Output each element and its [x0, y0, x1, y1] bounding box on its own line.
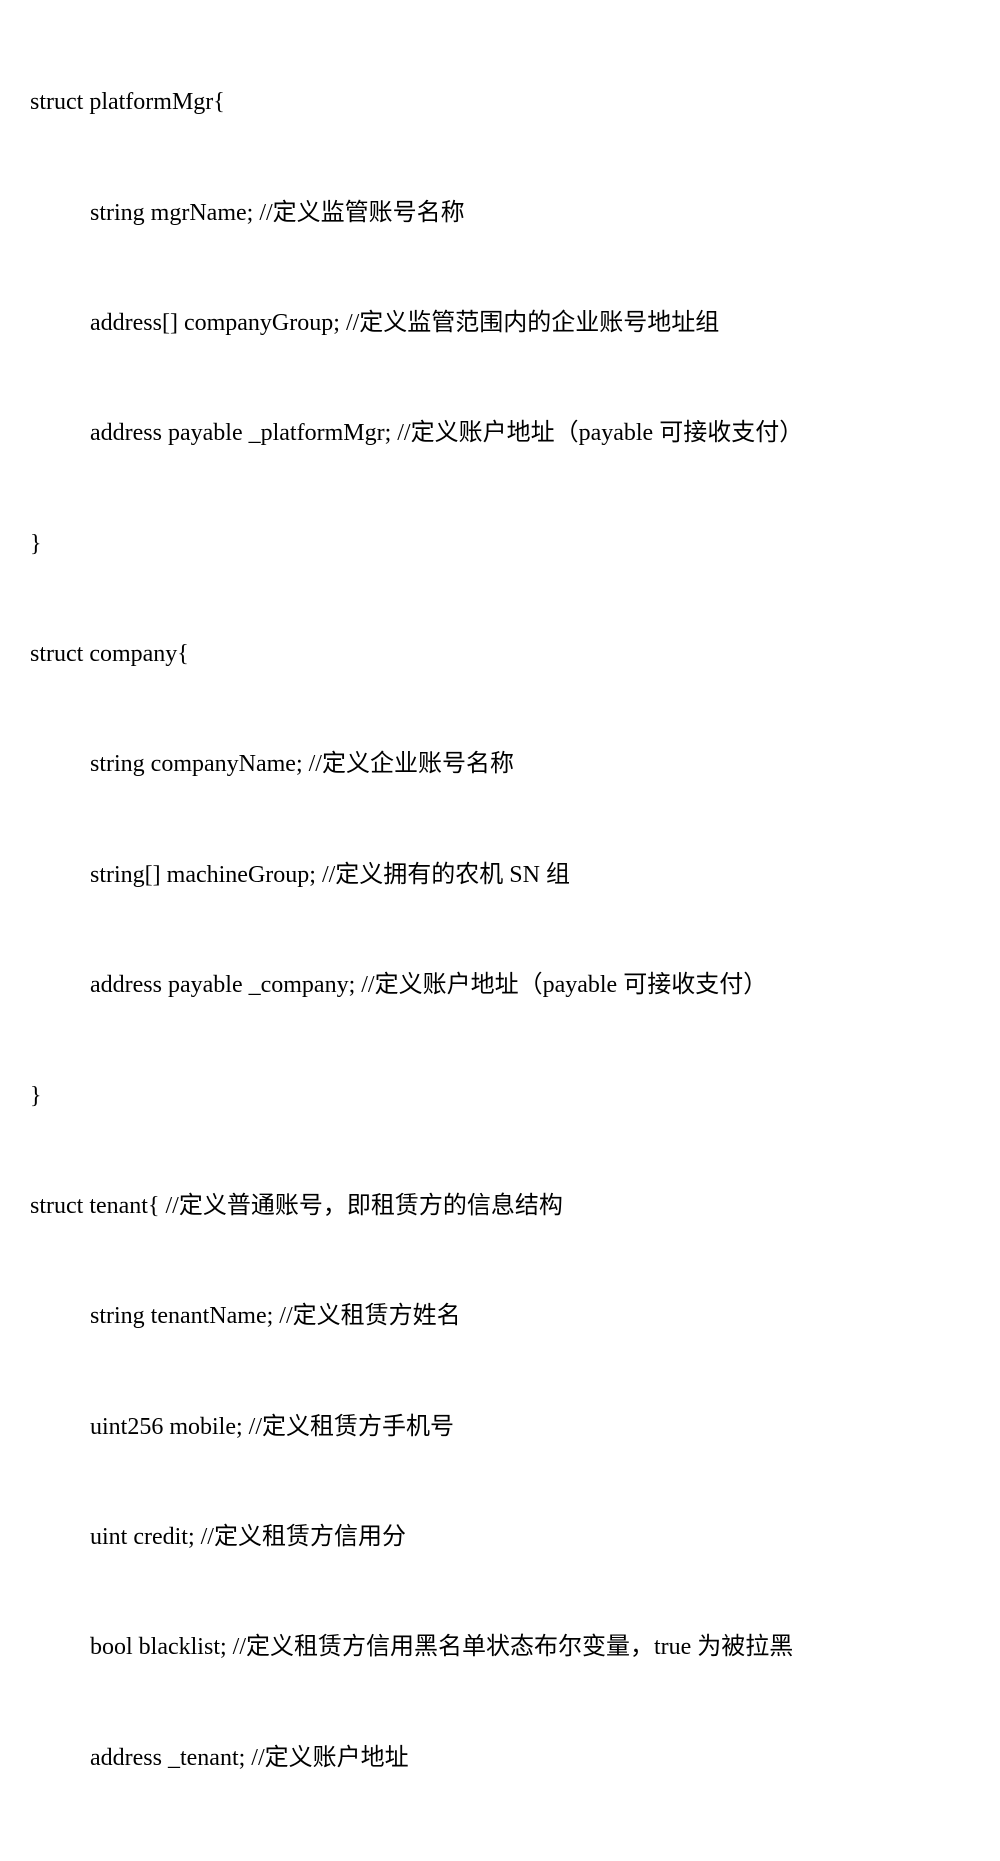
struct-close: } — [30, 1069, 970, 1124]
code-segment: address payable _company; — [90, 972, 361, 998]
code-line: string mgrName; //定义监管账号名称 — [30, 186, 970, 241]
code-comment: //定义企业账号名称 — [309, 751, 514, 777]
code-comment: //定义租赁方信用分 — [201, 1524, 406, 1550]
code-segment: string[] machineGroup; — [90, 862, 322, 888]
code-line: string[] machineGroup; //定义拥有的农机 SN 组 — [30, 848, 970, 903]
code-segment: address payable _platformMgr; — [90, 420, 397, 446]
code-line: string tenantName; //定义租赁方姓名 — [30, 1289, 970, 1344]
code-line: address _tenant; //定义账户地址 — [30, 1731, 970, 1786]
code-segment: string mgrName; — [90, 200, 259, 226]
code-segment: struct tenant{ — [30, 1193, 165, 1219]
struct-close: } — [30, 517, 970, 572]
code-segment: uint256 mobile; — [90, 1414, 249, 1440]
code-line: bool blacklist; //定义租赁方信用黑名单状态布尔变量，true … — [30, 1620, 970, 1675]
code-line: address[] companyGroup; //定义监管范围内的企业账号地址… — [30, 296, 970, 351]
code-line: address payable _company; //定义账户地址（payab… — [30, 958, 970, 1013]
code-line: string companyName; //定义企业账号名称 — [30, 737, 970, 792]
code-line: uint256 mobile; //定义租赁方手机号 — [30, 1400, 970, 1455]
code-line: address payable _platformMgr; //定义账户地址（p… — [30, 406, 970, 461]
code-comment: //定义租赁方姓名 — [279, 1303, 460, 1329]
code-comment: //定义租赁方手机号 — [249, 1414, 454, 1440]
code-comment: //定义租赁方信用黑名单状态布尔变量，true 为被拉黑 — [233, 1634, 794, 1660]
code-comment: //定义账户地址 — [251, 1745, 408, 1771]
struct-open: struct company{ — [30, 627, 970, 682]
code-segment: uint credit; — [90, 1524, 201, 1550]
struct-open: struct tenant{ //定义普通账号，即租赁方的信息结构 — [30, 1179, 970, 1234]
code-comment: //定义账户地址（payable 可接收支付） — [397, 420, 803, 446]
code-segment: bool blacklist; — [90, 1634, 233, 1660]
code-segment: address _tenant; — [90, 1745, 251, 1771]
code-comment: //定义监管范围内的企业账号地址组 — [346, 310, 719, 336]
code-segment: string companyName; — [90, 751, 309, 777]
code-comment: //定义账户地址（payable 可接收支付） — [361, 972, 767, 998]
struct-open: struct platformMgr{ — [30, 75, 970, 130]
code-segment: address[] companyGroup; — [90, 310, 346, 336]
code-line: uint credit; //定义租赁方信用分 — [30, 1510, 970, 1565]
code-comment: //定义监管账号名称 — [259, 200, 464, 226]
code-comment: //定义普通账号，即租赁方的信息结构 — [165, 1193, 562, 1219]
code-comment: //定义拥有的农机 SN 组 — [322, 862, 570, 888]
code-segment: string tenantName; — [90, 1303, 279, 1329]
code-block: struct platformMgr{ string mgrName; //定义… — [30, 20, 970, 1841]
